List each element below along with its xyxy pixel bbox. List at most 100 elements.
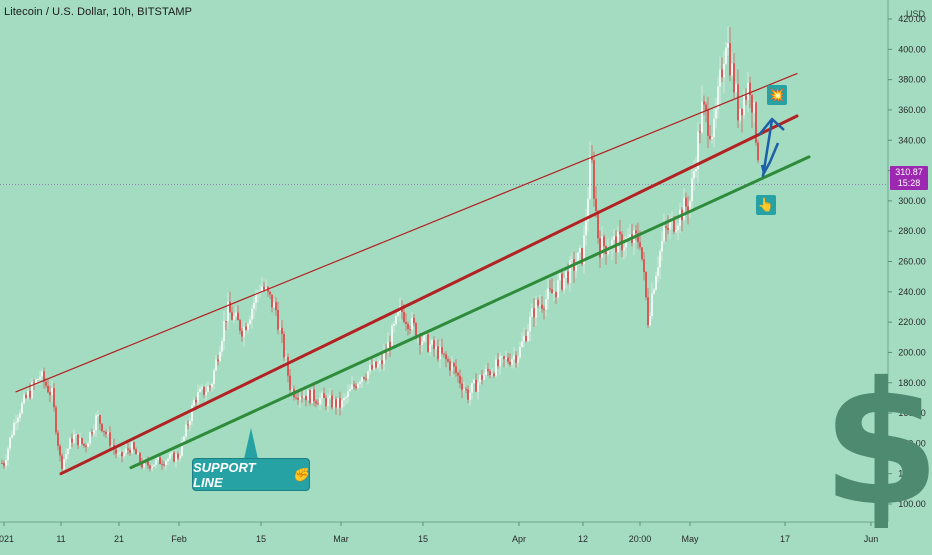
candle-body	[601, 236, 603, 258]
candle-body	[435, 346, 437, 350]
candle-body	[425, 334, 427, 336]
candle-body	[445, 354, 447, 360]
candle-body	[673, 217, 675, 232]
candle-body	[387, 341, 389, 353]
candle-body	[647, 297, 649, 326]
candle-body	[441, 347, 443, 354]
candle-body	[153, 464, 155, 467]
candle-body	[151, 466, 153, 469]
candle-body	[625, 238, 627, 248]
candle-body	[101, 423, 103, 432]
candle-body	[651, 293, 653, 316]
candle-body	[71, 438, 73, 443]
candle-body	[359, 381, 361, 384]
candle-body	[43, 371, 45, 382]
candle-body	[597, 211, 599, 239]
candle-body	[703, 101, 705, 105]
candle-body	[135, 449, 137, 455]
candle-body	[7, 448, 9, 460]
y-tick-label: 140.00	[898, 438, 926, 448]
candle-body	[661, 240, 663, 252]
candle-body	[713, 118, 715, 138]
candle-body	[295, 397, 297, 399]
chart-title: Litecoin / U.S. Dollar, 10h, BITSTAMP	[4, 6, 193, 18]
candle-body	[381, 360, 383, 365]
candle-body	[525, 335, 527, 342]
candle-body	[39, 376, 41, 380]
candle-body	[645, 272, 647, 298]
candle-body	[479, 375, 481, 383]
candle-body	[509, 361, 511, 365]
candle-body	[613, 236, 615, 240]
x-tick-label: 15	[418, 534, 428, 544]
candle-body	[467, 389, 469, 400]
candle-body	[547, 288, 549, 300]
candle-body	[533, 308, 535, 318]
fist-icon: ✊	[292, 466, 309, 482]
candle-body	[271, 294, 273, 308]
y-tick-label: 160.00	[898, 408, 926, 418]
candle-body	[189, 420, 191, 426]
candle-body	[707, 110, 709, 136]
candle-body	[555, 291, 557, 298]
candle-body	[483, 374, 485, 380]
candle-body	[617, 231, 619, 253]
candle-body	[361, 377, 363, 382]
candle-body	[731, 63, 733, 76]
candle-body	[523, 335, 525, 342]
candle-body	[23, 395, 25, 404]
candle-body	[501, 356, 503, 358]
x-tick-label: Apr	[512, 534, 526, 544]
candle-body	[3, 463, 5, 466]
candle-body	[603, 236, 605, 247]
candle-body	[629, 234, 631, 238]
candle-body	[185, 424, 187, 437]
candle-body	[19, 413, 21, 418]
candle-body	[103, 431, 105, 433]
candle-body	[727, 43, 729, 48]
candle-body	[87, 443, 89, 448]
last-price-tag[interactable]: 310.87 15:28	[890, 166, 928, 190]
candle-body	[35, 379, 37, 384]
candle-body	[391, 325, 393, 348]
candle-body	[99, 415, 101, 424]
x-tick-label: 15	[256, 534, 266, 544]
support-line-callout[interactable]: SUPPORT LINE ✊	[192, 458, 310, 491]
candle-body	[589, 156, 591, 199]
candle-body	[127, 448, 129, 451]
candle-body	[247, 323, 249, 330]
candle-body	[755, 102, 757, 143]
candle-body	[207, 386, 209, 392]
candle-body	[263, 286, 265, 290]
candle-body	[503, 356, 505, 360]
candle-body	[567, 271, 569, 283]
candle-body	[177, 453, 179, 459]
trend-line-middle-channel	[59, 114, 799, 476]
x-tick-label: 12	[578, 534, 588, 544]
candle-body	[675, 229, 677, 232]
candle-body	[253, 302, 255, 309]
candle-body	[139, 452, 141, 463]
candle-body	[599, 238, 601, 258]
candle-body	[67, 448, 69, 454]
candle-body	[353, 384, 355, 387]
y-tick-label: 100.00	[898, 499, 926, 509]
candle-body	[383, 352, 385, 365]
candle-body	[717, 86, 719, 109]
candle-body	[699, 131, 701, 133]
candle-body	[273, 302, 275, 308]
candle-body	[579, 248, 581, 253]
candle-body	[187, 424, 189, 426]
candle-body	[469, 392, 471, 400]
candle-body	[443, 353, 445, 355]
candle-body	[641, 247, 643, 260]
candle-body	[691, 178, 693, 202]
candle-body	[701, 101, 703, 133]
candle-body	[347, 391, 349, 398]
candle-body	[289, 375, 291, 390]
candle-body	[75, 434, 77, 436]
candle-body	[175, 453, 177, 462]
candle-body	[565, 271, 567, 279]
